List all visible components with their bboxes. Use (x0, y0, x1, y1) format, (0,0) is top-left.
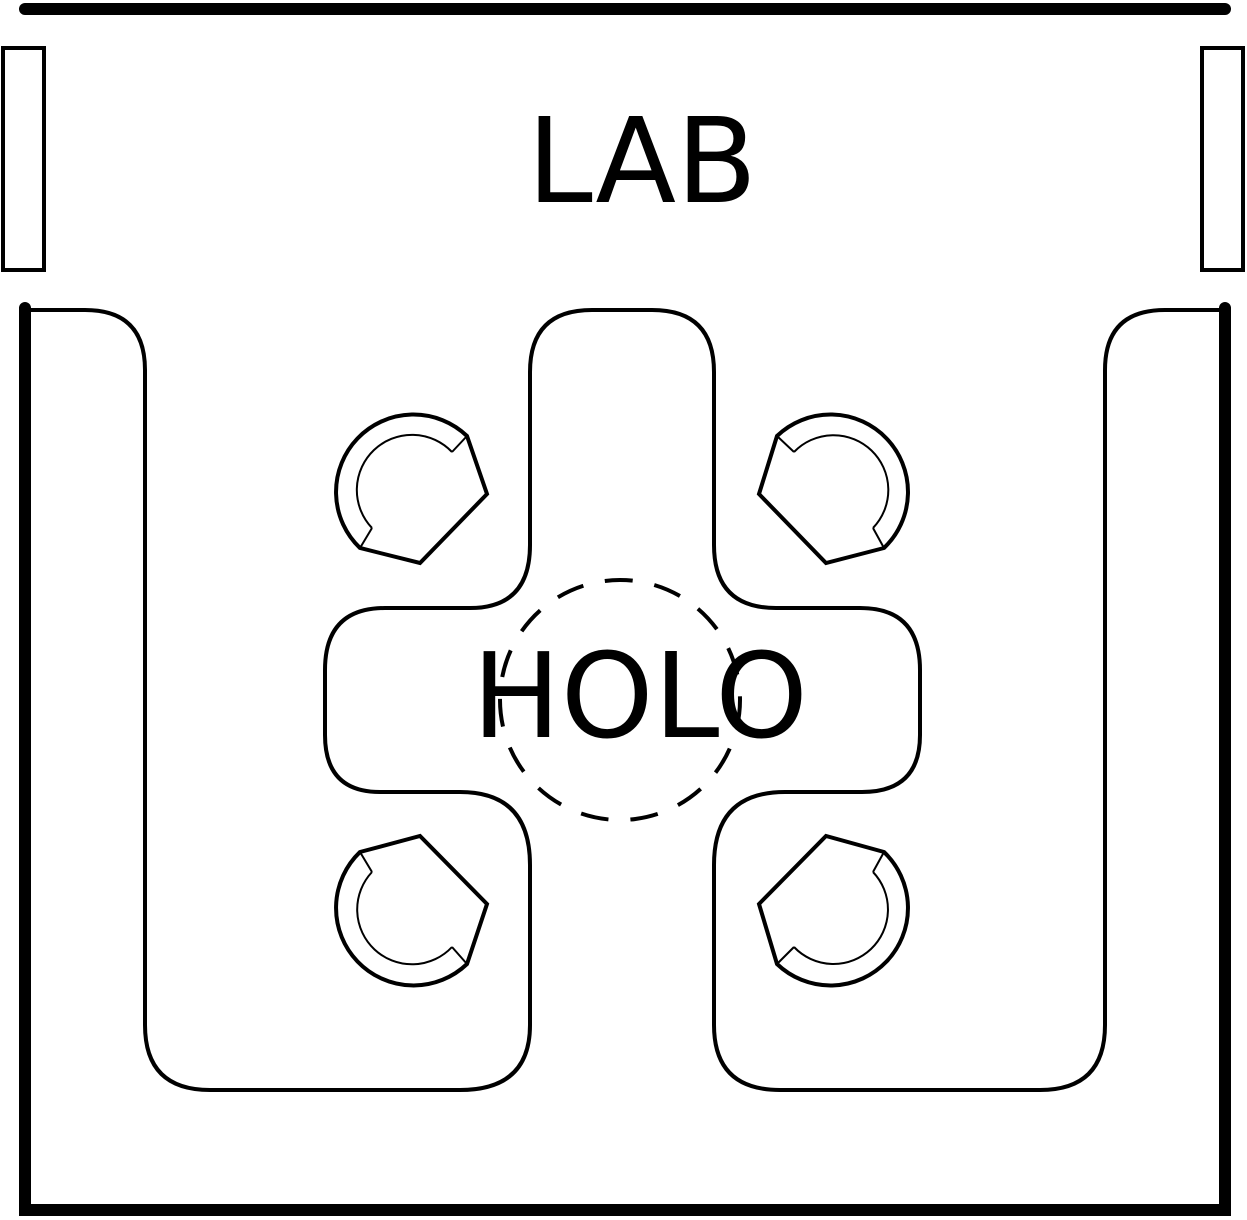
armchair-icon (756, 412, 910, 566)
armchair-icon (334, 833, 490, 988)
holo-room-label: HOLO (472, 627, 808, 765)
armchair-icon (334, 412, 490, 566)
lab-room-label: LAB (527, 92, 757, 230)
armchair-icon (756, 833, 910, 988)
holo-room-outer-wall (19, 302, 1231, 1216)
right-window-icon (1200, 46, 1245, 272)
hologram-projector-icon (498, 578, 742, 822)
left-window-icon (1, 46, 46, 272)
holo-room-inner-outline (25, 308, 1225, 1092)
